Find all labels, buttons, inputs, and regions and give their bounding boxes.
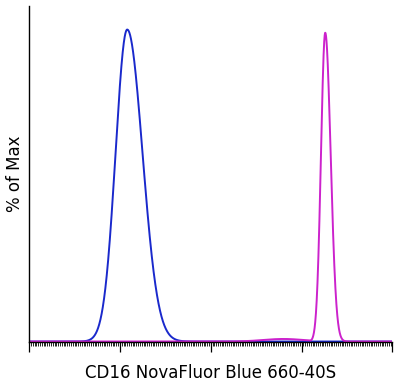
Y-axis label: % of Max: % of Max [6, 135, 23, 212]
X-axis label: CD16 NovaFluor Blue 660-40S: CD16 NovaFluor Blue 660-40S [85, 364, 336, 383]
